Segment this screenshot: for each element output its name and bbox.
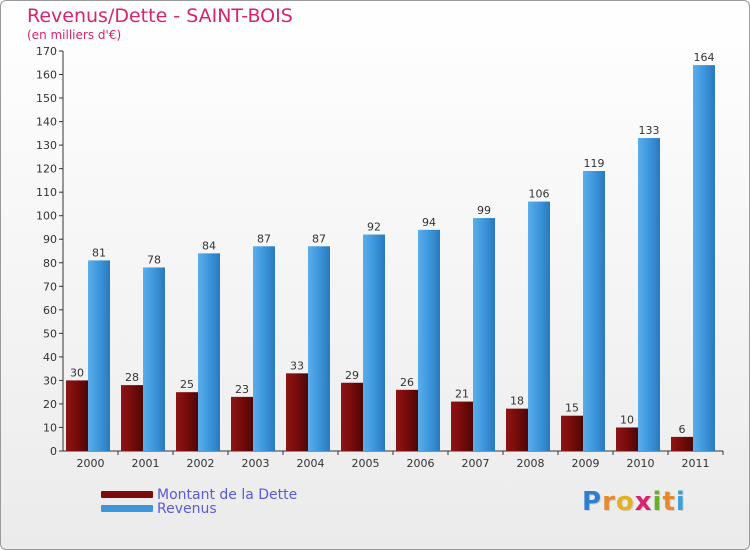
bar-revenue [253,246,275,451]
bar-debt [616,427,638,451]
data-label-revenue: 78 [147,253,161,266]
bar-revenue [418,229,440,451]
logo-letter: i [652,487,663,517]
logo-letter: o [615,487,635,517]
chart-subtitle: (en milliers d'€) [27,28,122,42]
y-tick-label: 120 [36,163,57,176]
x-tick-label: 2002 [187,457,215,470]
data-label-revenue: 87 [312,232,326,245]
y-tick-label: 40 [43,351,57,364]
y-tick-label: 60 [43,304,57,317]
y-tick-label: 170 [36,45,57,58]
y-tick-label: 130 [36,139,57,152]
y-tick-label: 140 [36,116,57,129]
data-label-debt: 33 [290,359,304,372]
data-label-debt: 15 [565,402,579,415]
bar-revenue [198,253,220,451]
data-label-revenue: 94 [422,216,436,229]
bar-debt [561,415,583,451]
x-tick-label: 2003 [242,457,270,470]
y-tick-label: 30 [43,374,57,387]
x-tick-label: 2008 [517,457,545,470]
chart-title: Revenus/Dette - SAINT-BOIS [27,5,293,27]
data-label-revenue: 92 [367,221,381,234]
proxiti-logo: Proxiti [582,487,686,517]
bar-revenue [583,171,605,451]
bar-debt [286,373,308,451]
y-tick-label: 0 [50,445,57,458]
logo-letter: x [634,487,653,517]
data-label-revenue: 106 [529,188,550,201]
bar-revenue [693,65,715,451]
bar-revenue [363,234,385,451]
data-label-debt: 6 [679,423,686,436]
data-label-debt: 18 [510,395,524,408]
y-tick-label: 100 [36,210,57,223]
data-label-debt: 21 [455,388,469,401]
legend-label-debt: Montant de la Dette [157,487,298,503]
y-tick-label: 10 [43,421,57,434]
logo-letter: i [675,487,686,517]
bar-revenue [88,260,110,451]
bar-debt [506,408,528,451]
data-label-revenue: 87 [257,232,271,245]
data-label-revenue: 119 [584,157,605,170]
data-label-revenue: 84 [202,239,216,252]
data-label-debt: 26 [400,376,414,389]
x-tick-label: 2006 [407,457,435,470]
bar-debt [341,382,363,451]
bar-revenue [638,138,660,451]
bar-debt [121,385,143,451]
data-label-revenue: 81 [92,246,106,259]
data-label-debt: 29 [345,369,359,382]
x-tick-label: 2011 [682,457,710,470]
x-tick-label: 2007 [462,457,490,470]
y-tick-label: 80 [43,257,57,270]
legend-label-revenue: Revenus [157,501,217,517]
x-tick-label: 2005 [352,457,380,470]
bar-revenue [473,218,495,451]
y-tick-label: 150 [36,92,57,105]
bar-debt [396,389,418,451]
data-label-revenue: 164 [694,51,715,64]
bar-debt [176,392,198,451]
bar-debt [66,380,88,451]
data-label-debt: 28 [125,371,139,384]
legend-swatch-revenue [101,505,153,512]
y-tick-label: 110 [36,186,57,199]
x-tick-label: 2000 [77,457,105,470]
data-label-debt: 25 [180,378,194,391]
data-label-revenue: 133 [639,124,660,137]
logo-letter: t [662,487,676,517]
bar-debt [231,396,253,451]
y-tick-label: 20 [43,398,57,411]
logo-letter: P [582,487,603,517]
data-label-debt: 23 [235,383,249,396]
legend-swatch-debt [101,491,153,498]
bar-debt [451,401,473,451]
bar-revenue [143,267,165,451]
data-label-revenue: 99 [477,204,491,217]
y-tick-label: 70 [43,280,57,293]
data-label-debt: 10 [620,413,634,426]
bar-debt [671,436,693,451]
bar-chart: 0 10 20 30 40 50 60 70 80 90 100 110 120 130 140 150 160… [36,45,724,470]
x-tick-label: 2004 [297,457,325,470]
data-label-debt: 30 [70,366,84,379]
x-tick-label: 2009 [572,457,600,470]
bar-revenue [528,201,550,451]
y-tick-label: 50 [43,327,57,340]
y-tick-label: 90 [43,233,57,246]
x-tick-label: 2001 [132,457,160,470]
y-tick-label: 160 [36,69,57,82]
x-tick-label: 2010 [627,457,655,470]
logo-letter: r [602,487,616,517]
bar-revenue [308,246,330,451]
